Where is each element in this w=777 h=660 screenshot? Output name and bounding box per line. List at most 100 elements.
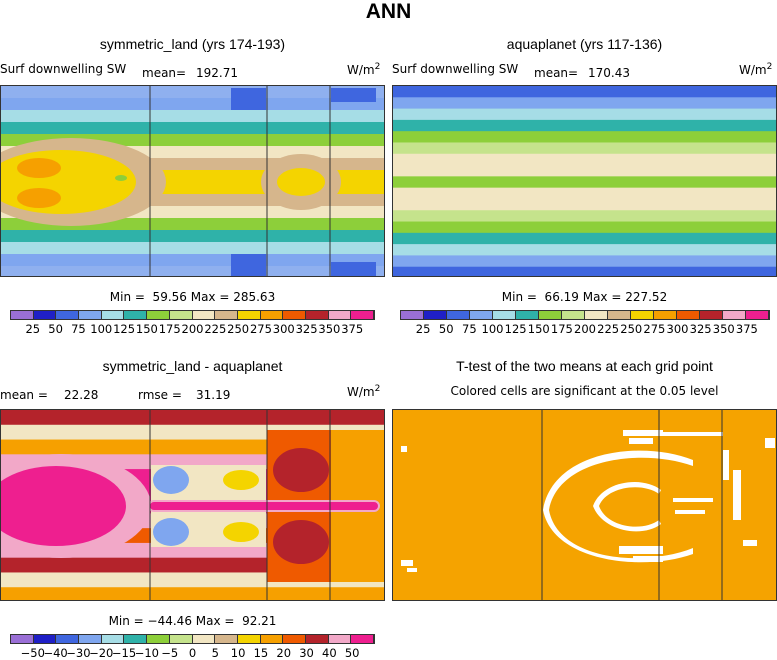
panel-1-colorbar-swatches [10, 310, 375, 320]
colorbar-swatch [192, 311, 216, 319]
colorbar-swatch [351, 311, 374, 319]
colorbar-tick-label: 75 [462, 322, 477, 336]
panel-3-mid-yellow-b [223, 522, 259, 542]
colorbar-tick-label: 25 [25, 322, 41, 336]
colorbar-swatch [305, 635, 329, 643]
colorbar-swatch [401, 311, 424, 319]
latitude-band [393, 119, 776, 132]
panel-1-land-peak-b [17, 188, 61, 208]
colorbar-tick-label: 250 [620, 322, 643, 336]
latitude-band [393, 86, 776, 98]
panel-3-mean-label: mean = [0, 388, 48, 402]
colorbar-tick-label: 225 [204, 322, 227, 336]
latitude-band [393, 187, 776, 200]
colorbar-swatch [447, 311, 470, 319]
latitude-band [393, 221, 776, 234]
colorbar-tick-label: 125 [504, 322, 527, 336]
panel-1-units: W/m2 [347, 62, 380, 77]
panel-4-white-patch-8 [663, 432, 723, 436]
colorbar-tick-label: 300 [272, 322, 295, 336]
colorbar-swatch [56, 635, 80, 643]
colorbar-swatch [654, 311, 677, 319]
colorbar-tick-label: −5 [161, 646, 179, 660]
colorbar-swatch [33, 311, 57, 319]
colorbar-swatch [147, 311, 170, 319]
panel-4-white-patch-11 [723, 450, 729, 480]
colorbar-swatch [260, 311, 284, 319]
panel-4-insignificant-cells [401, 430, 775, 572]
panel-1-deep-blue-c [331, 88, 376, 102]
panel-2-colorbar-labels: 25 50 75 100 125 150 175 200 225 250 275 300 325 350 3… [400, 322, 770, 336]
panel-2-units: W/m2 [739, 62, 772, 77]
panel-1-deep-blue-b [231, 254, 266, 276]
latitude-band [1, 110, 384, 123]
latitude-band [1, 587, 384, 600]
colorbar-tick-label: 40 [322, 646, 337, 660]
latitude-band [1, 410, 384, 426]
colorbar-tick-label: 225 [597, 322, 620, 336]
colorbar-tick-label: 275 [249, 322, 272, 336]
colorbar-tick-label: −50 [20, 646, 45, 660]
colorbar-tick-label: 150 [135, 322, 158, 336]
panel-3-east-red-b [273, 520, 329, 564]
panel-4-map [392, 409, 777, 601]
figure-title: ANN [365, 0, 412, 23]
colorbar-swatch [516, 311, 539, 319]
colorbar-tick-label: 300 [666, 322, 689, 336]
colorbar-tick-label: 100 [481, 322, 504, 336]
panel-3-mid-yellow-a [223, 470, 259, 490]
colorbar-tick-label: 50 [344, 646, 360, 660]
colorbar-tick-label: 25 [415, 322, 431, 336]
colorbar-tick-label: 325 [689, 322, 712, 336]
panel-1-land-peak-a [17, 158, 61, 178]
colorbar-swatch [746, 311, 769, 319]
latitude-band [393, 210, 776, 223]
colorbar-swatch [260, 635, 284, 643]
latitude-band [393, 153, 776, 166]
colorbar-swatch [351, 635, 374, 643]
colorbar-swatch [562, 311, 585, 319]
panel-1-land-core-right [277, 168, 325, 196]
panel-2-units-base: W/m [739, 63, 767, 77]
latitude-band [1, 86, 384, 99]
panel-2-mean-value: 170.43 [588, 66, 630, 80]
latitude-band [393, 244, 776, 257]
panel-1-colorbar-labels: 25 50 75 100 125 150 175 200 225 250 275 300 325 350 3… [10, 322, 375, 336]
colorbar-tick-label: 75 [71, 322, 86, 336]
panel-2-title: aquaplanet (yrs 117-136) [506, 36, 663, 52]
panel-2-minmax: Min = 66.19 Max = 227.52 [501, 290, 668, 304]
colorbar-swatch [608, 311, 631, 319]
latitude-band [393, 108, 776, 121]
panel-1-deep-blue-d [331, 262, 376, 276]
latitude-band [1, 230, 384, 243]
colorbar-swatch [101, 311, 125, 319]
latitude-band [393, 176, 776, 189]
colorbar-tick-label: 50 [438, 322, 454, 336]
colorbar-tick-label: 50 [48, 322, 63, 336]
colorbar-tick-label: 350 [318, 322, 341, 336]
panel-4-subtitle: Colored cells are significant at the 0.0… [450, 384, 719, 398]
latitude-band [1, 242, 384, 255]
panel-3-map [0, 409, 385, 601]
panel-3-diff-core-west [1, 466, 126, 546]
panel-3-rmse-label: rmse = [138, 388, 182, 402]
panel-3-colorbar [10, 634, 375, 644]
panel-4-significant-field [393, 410, 776, 600]
panel-4-white-patch-7 [633, 556, 663, 562]
colorbar-swatch [470, 311, 493, 319]
panel-4-white-patch-5 [629, 438, 653, 444]
panel-4-white-patch-6 [619, 546, 663, 554]
panel-4-white-patch-4 [623, 430, 663, 436]
panel-1-deep-blue-a [231, 88, 266, 110]
panel-3-mid-blue-b [153, 518, 189, 546]
panel-1-green-spot [115, 175, 127, 181]
latitude-band [393, 232, 776, 245]
panel-3-units-base: W/m [347, 385, 375, 399]
colorbar-tick-label: 275 [643, 322, 666, 336]
colorbar-tick-label: 350 [712, 322, 735, 336]
panel-3-title: symmetric_land - aquaplanet [102, 358, 283, 374]
colorbar-swatch [147, 635, 170, 643]
colorbar-swatch [283, 311, 306, 319]
colorbar-swatch [56, 311, 80, 319]
latitude-band [393, 131, 776, 144]
